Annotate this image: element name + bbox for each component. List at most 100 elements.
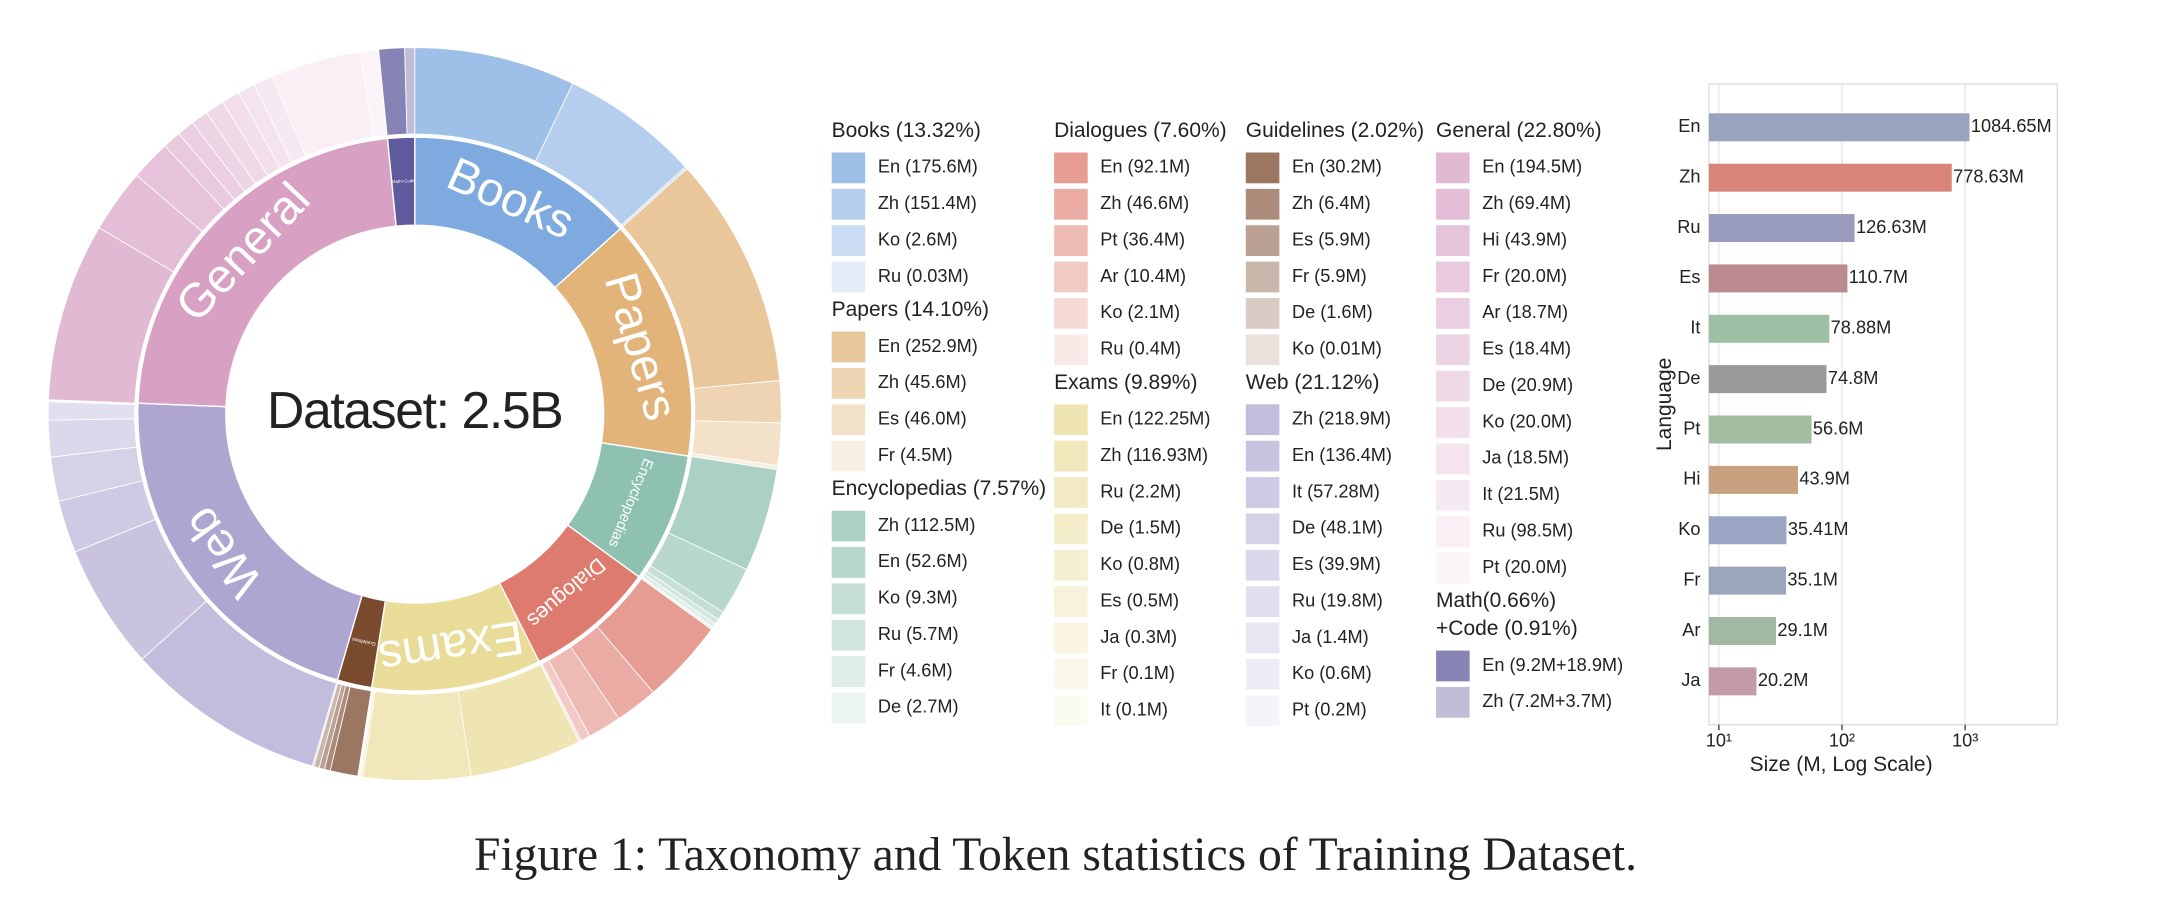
- legend-swatch: [1436, 443, 1470, 475]
- legend-swatch: [831, 152, 866, 184]
- value-label: 74.8M: [1828, 368, 1879, 388]
- legend-item: Es (39.9M): [1292, 554, 1381, 574]
- legend-item: Pt (20.0M): [1482, 557, 1567, 577]
- legend-item: De (1.6M): [1292, 302, 1373, 322]
- legend-header: Web (21.12%): [1246, 371, 1380, 394]
- bar: [1708, 667, 1757, 696]
- legend-item: Ko (0.6M): [1292, 663, 1372, 683]
- legend-item: Ru (2.2M): [1100, 481, 1181, 501]
- legend-swatch: [831, 440, 866, 472]
- legend-swatch: [1245, 440, 1280, 472]
- legend-swatch: [1436, 152, 1470, 184]
- legend-item: Ko (20.0M): [1482, 411, 1572, 431]
- ring-separator: [134, 133, 696, 695]
- value-label: 110.7M: [1849, 267, 1908, 287]
- legend-item: Ru (0.4M): [1100, 339, 1181, 359]
- legend-swatch: [831, 225, 866, 257]
- legend-item: It (0.1M): [1100, 700, 1168, 720]
- legend-swatch: [1054, 298, 1088, 329]
- legend-header: +Code (0.91%): [1436, 617, 1578, 640]
- legend-header: Dialogues (7.60%): [1054, 119, 1227, 142]
- legend-swatch: [831, 583, 866, 615]
- legend-swatch: [1436, 686, 1470, 718]
- legend-header: Exams (9.89%): [1054, 371, 1197, 394]
- legend-item: Ko (0.01M): [1292, 339, 1382, 359]
- legend-swatch: [1245, 586, 1280, 617]
- legend-swatch: [1054, 513, 1088, 545]
- segment-label: Math+Code: [392, 178, 416, 184]
- legend-swatch: [1245, 695, 1280, 727]
- legend-swatch: [831, 404, 866, 436]
- value-label: 56.6M: [1813, 418, 1864, 438]
- legend-header: Math(0.66%): [1436, 589, 1556, 612]
- legend-item: Pt (36.4M): [1100, 229, 1185, 249]
- legend-header: Books (13.32%): [832, 119, 981, 142]
- legend-swatch: [1054, 658, 1088, 690]
- segment-label: Guidelines: [351, 635, 376, 646]
- legend-item: Zh (218.9M): [1292, 409, 1391, 429]
- legend-item: It (57.28M): [1292, 481, 1380, 501]
- legend-item: Zh (151.4M): [878, 193, 977, 213]
- legend-item: De (20.9M): [1482, 375, 1573, 395]
- legend-swatch: [1436, 334, 1470, 366]
- legend-item: Zh (7.2M+3.7M): [1482, 691, 1612, 711]
- legend-item: Fr (4.5M): [878, 445, 953, 465]
- bar: [1708, 465, 1798, 494]
- legend-swatch: [831, 547, 866, 578]
- y-tick-label: It: [1690, 318, 1700, 338]
- y-tick-label: Fr: [1683, 569, 1700, 589]
- legend-item: Zh (69.4M): [1482, 193, 1571, 213]
- legend-item: Hi (43.9M): [1482, 229, 1567, 249]
- legend-item: En (122.25M): [1100, 409, 1210, 429]
- x-tick-label: 10¹: [1706, 730, 1732, 750]
- bar: [1708, 616, 1776, 645]
- legend-item: Fr (5.9M): [1292, 266, 1367, 286]
- legend-swatch: [1245, 658, 1280, 690]
- legend-swatch: [1054, 586, 1088, 617]
- legend-swatch: [1436, 650, 1470, 682]
- legend-item: En (92.1M): [1100, 157, 1190, 177]
- y-tick-label: Hi: [1683, 469, 1700, 489]
- legend-item: Ja (1.4M): [1292, 627, 1369, 647]
- legend-swatch: [1054, 440, 1088, 472]
- legend-swatch: [1245, 477, 1280, 508]
- y-tick-label: Zh: [1679, 166, 1700, 186]
- legend-item: Zh (45.6M): [878, 372, 967, 392]
- legend-swatch: [1436, 261, 1470, 293]
- x-axis-label: Size (M, Log Scale): [1750, 753, 1933, 776]
- legend-swatch: [1436, 552, 1470, 584]
- legend-swatch: [1436, 225, 1470, 257]
- legend-item: Ja (0.3M): [1100, 627, 1177, 647]
- value-label: 35.41M: [1788, 519, 1849, 539]
- y-tick-label: De: [1677, 368, 1700, 388]
- outer-segment: [692, 380, 782, 424]
- legend-swatch: [1054, 622, 1088, 654]
- legend-item: Ko (2.1M): [1100, 302, 1180, 322]
- bar: [1708, 113, 1970, 142]
- legend-swatch: [831, 619, 866, 651]
- legend-item: Es (46.0M): [878, 409, 967, 429]
- bar: [1708, 415, 1812, 444]
- legend-item: Ko (0.8M): [1100, 554, 1180, 574]
- legend-swatch: [1054, 695, 1088, 727]
- legend-item: Es (5.9M): [1292, 229, 1371, 249]
- legend-swatch: [1054, 334, 1088, 366]
- legend-item: En (9.2M+18.9M): [1482, 655, 1623, 675]
- legend-item: Es (0.5M): [1100, 590, 1179, 610]
- legend-swatch: [1245, 188, 1280, 220]
- value-label: 29.1M: [1777, 620, 1828, 640]
- legend-header: Encyclopedias (7.57%): [832, 477, 1046, 500]
- y-tick-label: Pt: [1683, 418, 1700, 438]
- x-tick-label: 10²: [1829, 730, 1855, 750]
- legend-item: De (1.5M): [1100, 518, 1181, 538]
- legend-item: En (194.5M): [1482, 157, 1582, 177]
- legend-swatch: [831, 692, 866, 724]
- legend-swatch: [831, 188, 866, 220]
- legend-item: Ja (18.5M): [1482, 448, 1569, 468]
- legend-swatch: [1245, 622, 1280, 654]
- value-label: 126.63M: [1856, 217, 1927, 237]
- legend-item: Ar (10.4M): [1100, 266, 1186, 286]
- y-tick-label: Ru: [1677, 217, 1700, 237]
- center-title: Dataset: 2.5B: [267, 381, 562, 439]
